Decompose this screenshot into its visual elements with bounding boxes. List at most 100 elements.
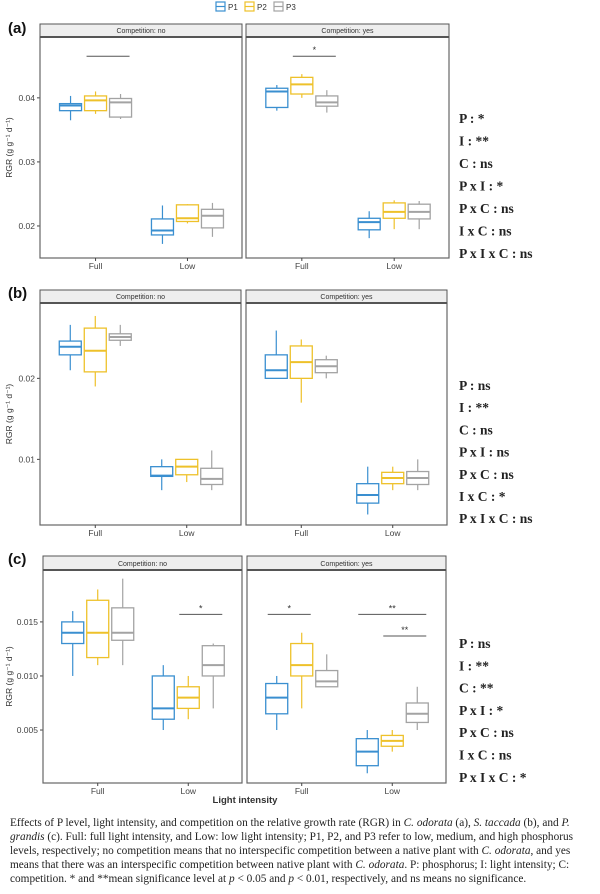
box [357,217,381,231]
y-tick-label: 0.010 [17,671,39,681]
x-tick-label: Low [386,261,402,271]
box-low-p2 [175,204,200,224]
y-axis-label: RGR (g g⁻¹ d⁻¹) [4,117,14,178]
box [108,97,133,118]
box-full-p2 [290,632,314,709]
box-low-p1 [357,211,381,239]
y-tick-label: 0.005 [17,725,39,735]
box-low-p1 [150,459,174,491]
box-full-p1 [264,330,288,380]
x-tick-label: Full [88,528,102,538]
caption-segment: . P: phosphorus; I: light intensity; C: … [10,859,570,885]
legend-item-p2: P2 [244,1,267,12]
box-full-p3 [314,355,338,379]
caption-segment: < 0.01, respectively, and ns means no si… [294,873,527,885]
anova-stat: P x I : * [459,179,504,194]
legend-item-p1: P1 [215,1,238,12]
box [382,202,406,219]
box-full-p2 [83,91,108,114]
box-low-p3 [200,202,225,237]
x-tick-label: Full [91,786,105,796]
legend-label: P2 [257,3,267,12]
box-full-p2 [289,339,313,403]
box [290,642,314,677]
caption-segment: C. odorata [481,845,531,857]
box [315,669,339,688]
x-tick-label: Low [385,528,401,538]
y-tick-label: 0.03 [18,157,35,167]
box-full-p1 [265,85,289,111]
box-low-p1 [150,205,175,244]
anova-stat: P : ns [459,636,491,651]
box-low-p2 [382,200,406,230]
plot-area [39,302,242,526]
box-low-p3 [201,643,225,709]
anova-stat: P x I : * [459,703,504,718]
facet-strip-label: Competition: yes [320,294,373,301]
box [405,702,429,724]
facet-strip-label: Competition: yes [320,561,373,568]
box-full-p2 [86,589,110,666]
caption-segment: Effects of P level, light intensity, and… [10,817,404,829]
anova-stat: P x I x C : ns [459,246,533,261]
box [290,76,314,95]
caption-segment: < 0.05 and [234,873,289,885]
x-tick-label: Low [179,528,195,538]
box [265,682,289,715]
plot-area [246,569,447,784]
panel-label: (c) [8,551,26,568]
box-full-p3 [108,324,132,346]
x-tick-label: Full [294,528,308,538]
box-full-p2 [83,315,107,387]
x-tick-label: Low [384,786,400,796]
anova-stat: I : ** [459,400,489,415]
box-low-p3 [406,459,430,491]
significance-label: * [313,45,317,55]
plot-area [245,36,450,259]
chart-panel-a: (a) 0.02 0.03 0.04 RGR (g g⁻¹ d⁻¹) Competitio… [4,20,533,271]
box-full-p3 [111,578,135,666]
y-tick-label: 0.02 [18,373,35,383]
box-low-p1 [356,466,380,515]
significance-label: * [199,603,203,613]
legend-label: P3 [286,3,296,12]
y-tick-label: 0.015 [17,617,39,627]
anova-stat: P x C : ns [459,467,514,482]
x-tick-label: Full [295,261,309,271]
box [83,95,108,112]
caption-segment: p [288,873,295,885]
x-tick-label: Low [180,786,196,796]
anova-stat: P : ns [459,378,491,393]
anova-stat: I : ** [459,658,489,673]
box-low-p3 [200,450,224,491]
facet-strip-label: Competition: no [116,28,165,35]
x-tick-label: Low [180,261,196,271]
x-tick-label: Full [89,261,103,271]
chart-panel-b: (b) 0.01 0.02 RGR (g g⁻¹ d⁻¹) Competition: n… [4,285,533,538]
anova-stat: P x C : ns [459,201,514,216]
caption-segment: , and yes means that there was an inters… [10,845,571,871]
anova-stat: C : ** [459,681,494,696]
anova-stat: C : ns [459,156,493,171]
y-axis-label: RGR (g g⁻¹ d⁻¹) [4,384,14,445]
facet-competition-yes: Competition: yes Full Low [245,289,448,538]
caption-segment: S. taccada [473,817,521,829]
anova-stat: I : ** [459,134,489,149]
box-low-p3 [405,686,429,731]
box-low-p1 [355,730,379,774]
box-low-p1 [151,665,175,731]
panel-label: (b) [8,285,27,302]
caption-segment: P. grandis [10,817,570,843]
box-full-p3 [315,654,339,688]
y-tick-label: 0.01 [18,454,35,464]
box-low-p3 [407,200,431,230]
legend-label: P1 [228,3,238,12]
box-full-p1 [58,95,83,121]
anova-stat: I x C : ns [459,748,512,763]
box-low-p2 [176,675,200,720]
chart-panel-c: (c) 0.005 0.010 0.015 RGR (g g⁻¹ d⁻¹) Competi… [4,551,527,796]
significance-label: ** [389,603,397,613]
box [150,218,175,236]
